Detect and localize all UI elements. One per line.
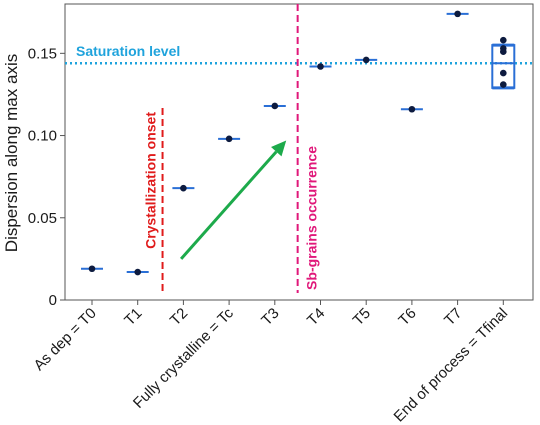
y-axis-title: Dispersion along max axis (2, 54, 21, 252)
trend-arrow-head (271, 140, 287, 157)
crystallization-label: Crystallization onset (143, 112, 159, 249)
trend-arrow-shaft (179, 150, 278, 260)
plot-area (64, 3, 534, 301)
x-tick-label: As dep = T0 (31, 305, 100, 374)
sbgrains-label: Sb-grains occurrence (304, 146, 320, 290)
x-tick-label: T2 (167, 305, 191, 329)
data-point (225, 135, 233, 143)
x-tick-label: T5 (350, 305, 374, 329)
x-tick-label: T6 (395, 305, 419, 329)
data-point (271, 102, 279, 110)
data-point (362, 56, 370, 64)
x-tick-label: T3 (258, 305, 282, 329)
y-tick-label: 0.10 (28, 128, 57, 145)
data-point (88, 265, 96, 273)
data-point (408, 105, 416, 113)
x-tick-label: T7 (441, 305, 465, 329)
saturation-label: Saturation level (76, 43, 180, 59)
final-data-point (500, 36, 507, 44)
x-tick-label: T1 (121, 305, 145, 329)
annotations: Saturation level Crystallization onset Sb-… (65, 4, 533, 293)
x-tick-label: T4 (304, 305, 328, 329)
final-data-point (500, 48, 507, 55)
final-data-point (500, 81, 507, 88)
y-tick-label: 0.05 (28, 210, 57, 227)
data-point (180, 184, 187, 192)
y-tick-label: 0 (49, 292, 57, 309)
data-point (454, 10, 461, 18)
plot-frame (64, 3, 534, 301)
data-point (134, 268, 141, 276)
y-tick-label: 0.15 (28, 45, 57, 62)
data-point (317, 63, 324, 70)
final-data-point (500, 69, 507, 77)
data-marks (81, 10, 516, 276)
